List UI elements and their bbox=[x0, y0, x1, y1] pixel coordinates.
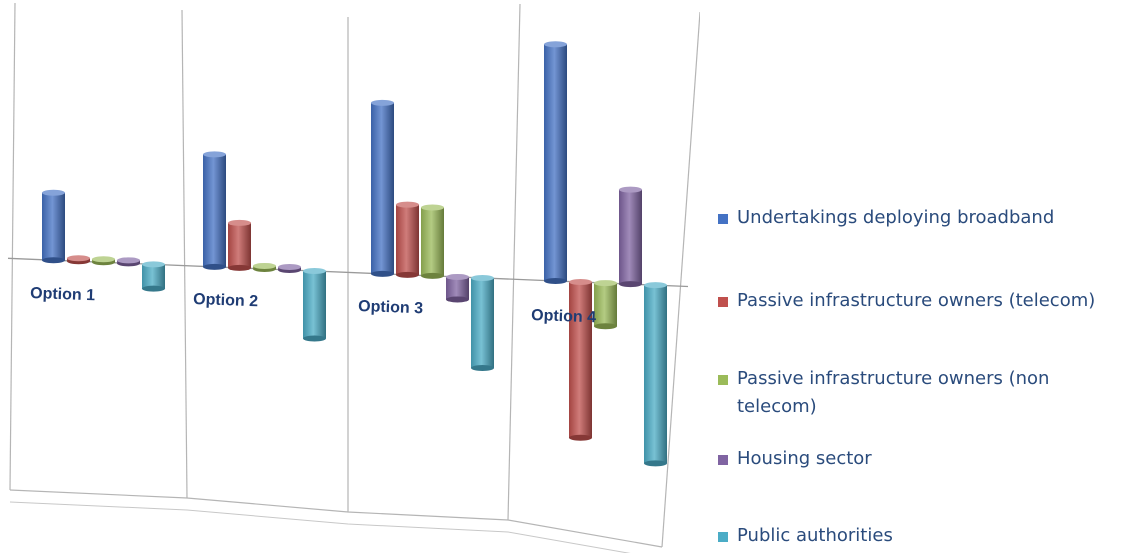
grid-divider bbox=[9, 2, 16, 491]
floor-line-back bbox=[9, 501, 631, 553]
legend-swatch bbox=[718, 214, 728, 224]
category-label: Option 4 bbox=[531, 307, 597, 326]
bar-housing-sector-option-3 bbox=[446, 273, 469, 303]
legend-label: Passive infrastructure owners (telecom) bbox=[737, 290, 1096, 311]
bar-passive-infrastructure-owners-telecom--option-3 bbox=[396, 201, 419, 278]
plot-area: Option 1 Option 2 Option 3 Option 4 bbox=[7, 2, 700, 553]
legend-item: Housing sector bbox=[718, 445, 1107, 473]
bar-undertakings-deploying-broadband-option-3 bbox=[371, 99, 394, 277]
bar-passive-infrastructure-owners-non-telecom--option-1 bbox=[92, 256, 115, 266]
legend-item: Undertakings deploying broadband bbox=[718, 204, 1107, 232]
legend-swatch bbox=[718, 375, 728, 385]
bar-passive-infrastructure-owners-non-telecom--option-4 bbox=[594, 280, 617, 330]
bar-public-authorities-option-1 bbox=[142, 261, 165, 292]
legend-swatch bbox=[718, 297, 728, 307]
legend-swatch bbox=[718, 455, 728, 465]
grid-divider bbox=[181, 9, 188, 499]
floor-line bbox=[9, 489, 663, 548]
bar-passive-infrastructure-owners-telecom--option-1 bbox=[67, 255, 90, 265]
bar-passive-infrastructure-owners-telecom--option-2 bbox=[228, 219, 251, 271]
bar-undertakings-deploying-broadband-option-4 bbox=[544, 41, 567, 284]
bar-public-authorities-option-4 bbox=[644, 282, 667, 467]
category-label: Option 3 bbox=[358, 298, 424, 317]
category-label: Option 2 bbox=[193, 291, 259, 310]
bar-passive-infrastructure-owners-non-telecom--option-2 bbox=[253, 262, 276, 272]
bar-housing-sector-option-4 bbox=[619, 186, 642, 288]
bar-undertakings-deploying-broadband-option-2 bbox=[203, 151, 226, 270]
legend-item: Passive infrastructure owners (telecom) bbox=[718, 287, 1107, 315]
bar-passive-infrastructure-owners-non-telecom--option-3 bbox=[421, 204, 444, 279]
bar-public-authorities-option-2 bbox=[303, 268, 326, 342]
legend-swatch bbox=[718, 532, 728, 542]
legend-item: Passive infrastructure owners (non telec… bbox=[718, 365, 1107, 421]
legend-item: Public authorities bbox=[718, 522, 1107, 550]
bar-passive-infrastructure-owners-telecom--option-4 bbox=[569, 279, 592, 441]
legend-label: Passive infrastructure owners (non telec… bbox=[737, 368, 1050, 417]
category-label: Option 1 bbox=[30, 285, 96, 304]
bar-housing-sector-option-2 bbox=[278, 263, 301, 273]
legend-label: Undertakings deploying broadband bbox=[737, 207, 1055, 228]
grid-divider bbox=[507, 3, 521, 521]
legend-label: Housing sector bbox=[737, 448, 872, 469]
bar-public-authorities-option-3 bbox=[471, 274, 494, 371]
bar-undertakings-deploying-broadband-option-1 bbox=[42, 189, 65, 264]
legend-label: Public authorities bbox=[737, 525, 893, 546]
grid-divider bbox=[661, 11, 700, 548]
bar-housing-sector-option-1 bbox=[117, 257, 140, 267]
